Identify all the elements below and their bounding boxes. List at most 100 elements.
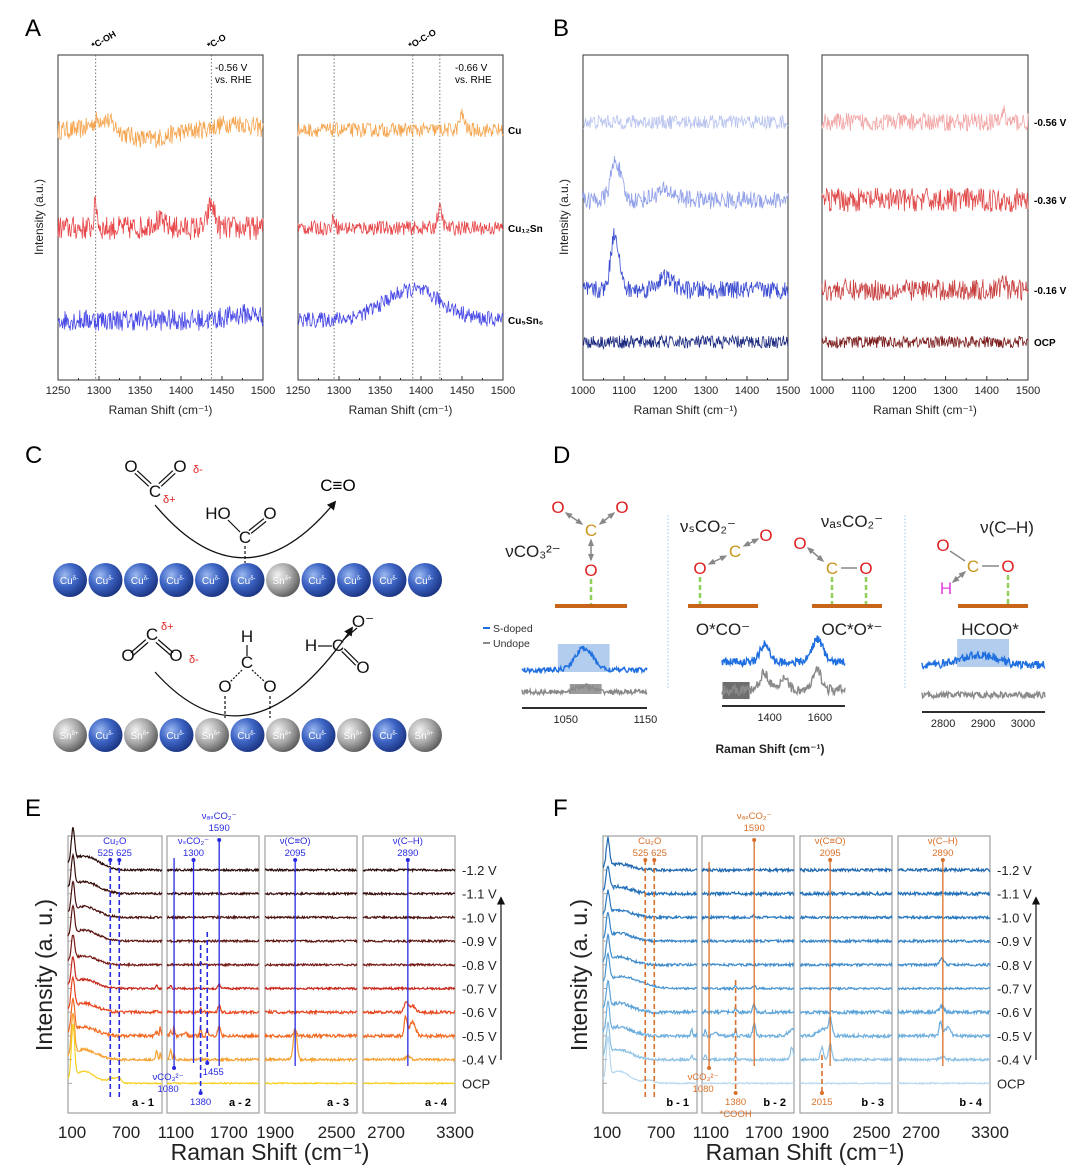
spectrum--0.4V (67, 1012, 163, 1063)
x-tick-label: 1150 (634, 714, 658, 726)
peak-annotation-marker (940, 858, 945, 862)
atom-sphere-label: Cuδ- (308, 731, 326, 742)
cu-atom-sphere (88, 718, 123, 752)
potential-label: -0.5 V (462, 1029, 497, 1044)
plot-frame (602, 835, 698, 1114)
highlight-region (569, 684, 602, 694)
partial-charge: δ+ (163, 494, 176, 506)
peak-annotation-marker (191, 858, 196, 862)
peak-annotation-label: νCO₃²⁻ (688, 1072, 719, 1083)
cu-atom-sphere (230, 718, 265, 752)
spectrum--1.1V (362, 891, 456, 897)
spectrum--0.8V (166, 961, 260, 968)
element-symbol: Cu (379, 731, 392, 742)
series-label: Cu₅Sn₆ (508, 316, 543, 327)
spectrum--1.0V (898, 914, 991, 921)
x-tick-label: 1700 (210, 1123, 248, 1142)
atom-sphere-label: Cuδ- (166, 731, 184, 742)
peak-annotation-marker (828, 858, 833, 862)
spectrum--1.2V (67, 827, 163, 873)
x-tick-label: 3300 (436, 1123, 474, 1142)
potential-label: -0.6 V (462, 1005, 497, 1020)
spectrum--0.7V (362, 985, 456, 992)
reaction-arrow (154, 626, 354, 717)
cu-atom-sphere (372, 563, 407, 597)
spectrum--1.1V (67, 852, 163, 896)
spectrum--0.4V (166, 1047, 260, 1063)
x-tick-label: 1400 (975, 385, 999, 397)
potential-label: -0.5 V (997, 1029, 1032, 1044)
spectrum--0.7V (166, 982, 260, 991)
spectrum--0.9V (362, 938, 455, 944)
atom-sphere-label: Cuδ- (166, 576, 184, 587)
partial-charge: δ- (179, 731, 184, 737)
atom-sphere-label: Cuδ- (131, 576, 149, 587)
potential-label: -1.2 V (997, 863, 1032, 878)
potential-label: -0.9 V (462, 934, 497, 949)
spectrum-OCP (166, 1081, 260, 1086)
atom-sphere-label: Cuδ- (60, 576, 78, 587)
spectrum-OCP (362, 1081, 455, 1086)
spectrum--0.4V (362, 1054, 456, 1063)
x-tick-label: 1250 (286, 385, 310, 397)
partial-charge: δ- (250, 576, 255, 582)
mini-spectrum-s-doped (521, 645, 648, 675)
partial-charge: δ+ (143, 731, 150, 737)
x-tick-label: 2900 (971, 718, 995, 730)
element-symbol: Cu (379, 576, 392, 587)
x-tick-label: 1400 (757, 712, 781, 724)
oxygen-atom: O (615, 498, 628, 517)
oxygen-atom: O (693, 559, 706, 578)
peak-annotation-label: 1380 (190, 1097, 211, 1108)
x-tick-label: 1350 (128, 385, 152, 397)
spectrum--1.2V (166, 867, 260, 873)
partial-charge: δ- (73, 576, 78, 582)
atom-sphere-label: Cuδ- (95, 731, 113, 742)
vibration-arrow (951, 571, 967, 583)
x-tick-label: 2800 (931, 718, 955, 730)
oxygen-atom: O (356, 658, 369, 677)
atom-sphere-label: Snδ+ (272, 576, 292, 587)
oxygen-atom: O (584, 561, 597, 580)
panel-label-a: A (25, 15, 41, 42)
peak-annotation-label: ν(C–H) (393, 836, 423, 847)
peak-annotation-label: 2890 (397, 848, 418, 859)
spectrum--1.0V (265, 914, 358, 920)
element-symbol: Cu (95, 731, 108, 742)
spectrum--0.5V (602, 1000, 698, 1040)
peak-annotation-marker (652, 858, 657, 862)
oxygen-atom: O (263, 504, 276, 523)
spectrum--0.8V (264, 962, 358, 968)
partial-charge: δ+ (72, 731, 79, 737)
potential-label: -1.0 V (997, 910, 1032, 925)
oxygen-atom: O (859, 559, 872, 578)
peak-annotation-label: 1300 (183, 848, 204, 859)
peak-annotation-label: Cu₂O (638, 836, 661, 847)
potential-label: -1.1 V (997, 887, 1032, 902)
peak-annotation-marker (405, 858, 410, 862)
series-label: -0.56 V (1034, 118, 1067, 129)
oxygen-atom: O (793, 534, 806, 553)
x-tick-label: 1100 (158, 1123, 195, 1142)
vibration-arrow (598, 512, 616, 525)
peak-annotation-label: 1380 (725, 1097, 746, 1108)
atom-sphere-label: Snδ+ (59, 731, 79, 742)
spectrum--0.4V (602, 1021, 698, 1063)
element-symbol: Cu (95, 576, 108, 587)
potential-label: -0.8 V (997, 958, 1032, 973)
spectrum--0.7V (897, 986, 991, 991)
x-tick-label: 1300 (933, 385, 957, 397)
cu-atom-sphere (88, 563, 123, 597)
element-symbol: Sn (59, 731, 71, 742)
carbon-atom: C (826, 559, 838, 578)
partial-charge: δ- (189, 654, 199, 666)
element-symbol: Cu (344, 576, 357, 587)
spectrum--0.4V (799, 1042, 892, 1063)
oxygen-atom: O (121, 646, 134, 665)
spectrum--1.2V (799, 866, 893, 874)
cu-atom-sphere (53, 563, 87, 597)
carbon-atom: C (332, 636, 344, 655)
spectrum-OCP (582, 334, 789, 351)
spectrum--0.16V (582, 228, 789, 300)
spectrum-OCP (602, 1035, 698, 1085)
